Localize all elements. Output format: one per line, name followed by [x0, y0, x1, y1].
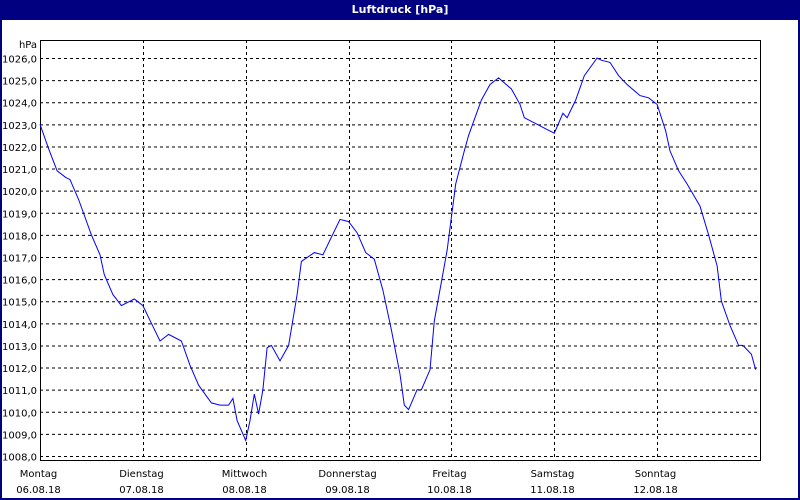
x-tick-day: Freitag [432, 469, 466, 480]
y-tick-label: 1020,0 [2, 187, 37, 198]
y-tick-label: 1011,0 [2, 386, 37, 397]
y-tick-label: 1010,0 [2, 408, 37, 419]
plot-frame [40, 40, 761, 461]
x-tick-day: Sonntag [635, 469, 677, 480]
x-tick-date: 12.08.18 [633, 485, 678, 496]
y-tick-label: 1014,0 [2, 320, 37, 331]
x-tick-day: Dienstag [119, 469, 164, 480]
y-axis-unit: hPa [19, 40, 37, 51]
y-tick-label: 1008,0 [2, 453, 37, 464]
x-tick-date: 10.08.18 [427, 485, 472, 496]
x-tick-date: 06.08.18 [16, 485, 61, 496]
x-tick-day: Donnerstag [318, 469, 376, 480]
y-tick-label: 1009,0 [2, 430, 37, 441]
y-tick-label: 1016,0 [2, 276, 37, 287]
x-tick-day: Mittwoch [222, 469, 267, 480]
x-tick-date: 08.08.18 [222, 485, 267, 496]
x-tick-date: 09.08.18 [325, 485, 370, 496]
y-tick-label: 1023,0 [2, 121, 37, 132]
y-tick-label: 1013,0 [2, 342, 37, 353]
window-title: Luftdruck [hPa] [0, 0, 800, 20]
pressure-series-line [39, 57, 757, 443]
y-tick-label: 1022,0 [2, 143, 37, 154]
x-tick-day: Montag [20, 469, 57, 480]
y-tick-label: 1017,0 [2, 254, 37, 265]
y-tick-label: 1024,0 [2, 99, 37, 110]
x-tick-date: 07.08.18 [119, 485, 164, 496]
y-tick-label: 1025,0 [2, 77, 37, 88]
y-tick-label: 1012,0 [2, 364, 37, 375]
y-tick-label: 1026,0 [2, 55, 37, 66]
x-tick-date: 11.08.18 [530, 485, 575, 496]
y-tick-label: 1021,0 [2, 165, 37, 176]
y-tick-label: 1018,0 [2, 231, 37, 242]
y-tick-label: 1015,0 [2, 298, 37, 309]
x-tick-day: Samstag [531, 469, 575, 480]
y-tick-label: 1019,0 [2, 209, 37, 220]
